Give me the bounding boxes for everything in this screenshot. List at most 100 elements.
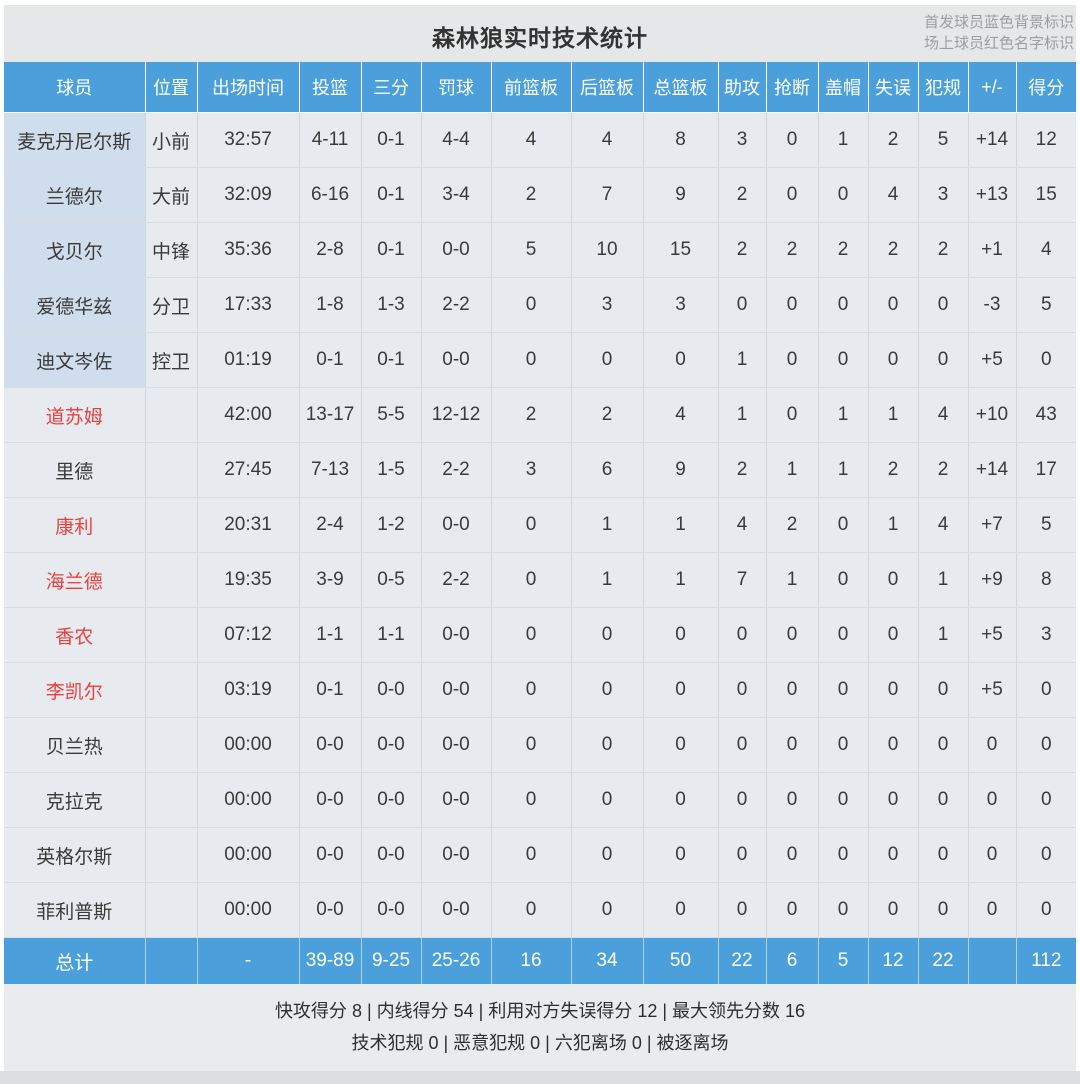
total-stat-cell: 6 (766, 937, 819, 984)
column-header: +/- (968, 62, 1017, 113)
header-row: 球员 位置 出场时间 投篮 三分 罚球 前篮板 后篮板 总篮板 助攻 抢断 盖帽 失误 犯规 +/- 得分 (4, 62, 1076, 113)
stat-cell: 2-2 (421, 277, 492, 333)
stat-cell (145, 607, 198, 663)
stat-cell: 0 (818, 332, 869, 388)
stat-cell: +10 (968, 387, 1017, 443)
stat-cell: 7 (571, 167, 644, 223)
stat-cell: 0-1 (361, 167, 422, 223)
stat-cell: 控卫 (145, 332, 198, 388)
stat-cell: 0 (766, 332, 819, 388)
stat-cell: 0 (818, 662, 869, 718)
stat-cell: 00:00 (197, 772, 300, 828)
stat-cell: 17:33 (197, 277, 300, 333)
table-row: 英格尔斯 00:00 0-0 0-0 0-0 0 0 0 0 0 0 0 0 0 0 (4, 827, 1076, 883)
player-name-cell: 道苏姆 (4, 387, 146, 443)
stat-cell: 32:09 (197, 167, 300, 223)
stat-cell: 32:57 (197, 112, 300, 168)
stat-cell: 1 (868, 497, 919, 553)
player-name-cell: 兰德尔 (4, 167, 146, 223)
table-row: 李凯尔 03:19 0-1 0-0 0-0 0 0 0 0 0 0 0 0 +5 0 (4, 662, 1076, 718)
stat-cell: 5 (918, 112, 969, 168)
stat-cell: 0 (766, 167, 819, 223)
stat-cell: 4 (918, 387, 969, 443)
stat-cell: 1-3 (361, 277, 422, 333)
total-stat-cell (968, 937, 1017, 984)
stat-cell: 1 (766, 442, 819, 498)
player-name-cell: 李凯尔 (4, 662, 146, 718)
stat-cell: 07:12 (197, 607, 300, 663)
stat-cell: 12 (1016, 112, 1076, 168)
stat-cell: 4 (571, 112, 644, 168)
player-name-cell: 里德 (4, 442, 146, 498)
column-header: 抢断 (766, 62, 819, 113)
stat-cell: +9 (968, 552, 1017, 608)
stat-cell: 2-4 (299, 497, 362, 553)
stat-cell: 4 (643, 387, 719, 443)
stat-cell: 4 (868, 167, 919, 223)
stat-cell: 0 (491, 607, 572, 663)
table-row: 兰德尔 大前 32:09 6-16 0-1 3-4 2 7 9 2 0 0 4 3 +13 15 (4, 167, 1076, 223)
stat-cell: 1 (918, 607, 969, 663)
stat-cell: 1 (643, 552, 719, 608)
stat-cell: 0 (818, 882, 869, 938)
column-header: 盖帽 (818, 62, 869, 113)
stat-cell: 0 (491, 717, 572, 773)
stat-cell: 0 (491, 882, 572, 938)
stat-cell: 0 (643, 607, 719, 663)
stat-cell: 0 (818, 772, 869, 828)
stat-cell: 2 (766, 222, 819, 278)
stat-cell: 2 (491, 387, 572, 443)
stat-cell: 0 (766, 772, 819, 828)
stat-cell: 0 (918, 662, 969, 718)
stat-cell: 0 (968, 717, 1017, 773)
stat-cell: 0 (818, 167, 869, 223)
stat-cell: 0 (571, 827, 644, 883)
stat-cell: 7 (718, 552, 767, 608)
stat-cell: 0 (766, 277, 819, 333)
stat-cell: 0-1 (299, 332, 362, 388)
stat-cell: 0 (766, 387, 819, 443)
stat-cell: 0 (868, 772, 919, 828)
stat-cell: 1 (818, 387, 869, 443)
player-name-cell: 麦克丹尼尔斯 (4, 112, 146, 168)
stat-cell: 9 (643, 442, 719, 498)
stat-cell (145, 827, 198, 883)
column-header: 球员 (4, 62, 146, 113)
stat-cell: 0-0 (421, 607, 492, 663)
stat-cell: 0-0 (421, 662, 492, 718)
stat-cell: 0-1 (361, 222, 422, 278)
stat-cell: 2 (766, 497, 819, 553)
stat-cell: 3 (1016, 607, 1076, 663)
stat-cell: 00:00 (197, 827, 300, 883)
stats-page: 森林狼实时技术统计 首发球员蓝色背景标识 场上球员红色名字标识 球员 位置 出场时间… (4, 0, 1076, 1071)
column-header: 后篮板 (571, 62, 644, 113)
stat-cell: 00:00 (197, 882, 300, 938)
stat-cell: 0 (868, 882, 919, 938)
stat-cell: 2 (818, 222, 869, 278)
stat-cell: 3 (918, 167, 969, 223)
stat-cell: 0 (918, 772, 969, 828)
stat-cell: 0 (643, 662, 719, 718)
stat-cell: 0 (718, 662, 767, 718)
column-header: 三分 (361, 62, 422, 113)
table-row: 迪文岑佐 控卫 01:19 0-1 0-1 0-0 0 0 0 1 0 0 0 0 +5 0 (4, 332, 1076, 388)
stat-cell: 0-0 (421, 497, 492, 553)
stat-cell: 0 (718, 772, 767, 828)
stat-cell: 1 (818, 112, 869, 168)
stat-cell: 2 (718, 167, 767, 223)
stat-cell: 0 (1016, 717, 1076, 773)
stat-cell: 大前 (145, 167, 198, 223)
stat-cell: +5 (968, 662, 1017, 718)
table-row: 里德 27:45 7-13 1-5 2-2 3 6 9 2 1 1 2 2 +14 17 (4, 442, 1076, 498)
stat-cell: 0 (571, 772, 644, 828)
stat-cell: 0-1 (361, 112, 422, 168)
total-stat-cell (145, 937, 198, 984)
stat-cell: 0 (491, 277, 572, 333)
column-header: 助攻 (718, 62, 767, 113)
stat-cell: 0 (491, 552, 572, 608)
stat-cell: 0-0 (421, 332, 492, 388)
stat-cell: 0 (491, 772, 572, 828)
stat-cell: 42:00 (197, 387, 300, 443)
stat-cell: 0 (868, 607, 919, 663)
stat-cell: 3-9 (299, 552, 362, 608)
